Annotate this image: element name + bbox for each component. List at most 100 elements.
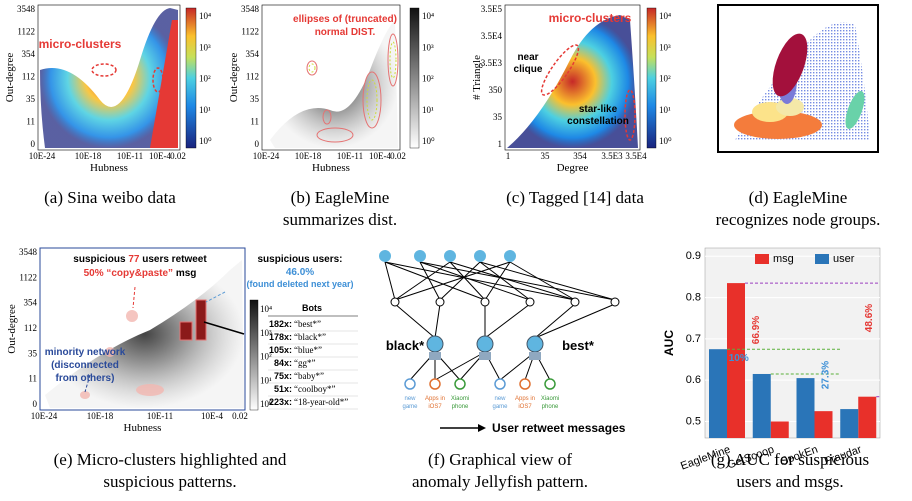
caption: (a) Sina weibo data [44,188,176,207]
caption: recognizes node groups. [716,210,881,229]
y-tick-label: 35 [28,348,38,358]
annotation: ellipses of (truncated) [293,14,397,25]
edge [395,304,435,338]
legend-label: msg [773,253,794,265]
edge [435,352,485,380]
bot-name: “coolboy*” [294,384,335,394]
robot [527,336,543,352]
robot [444,250,456,262]
caption: (e) Micro-clusters highlighted and [54,450,287,469]
robot [504,250,516,262]
colorbar-label: 10⁴ [260,304,272,314]
y-tick-label: 3.5E4 [481,31,503,41]
annotation-part: users retweet [139,254,207,265]
colorbar-label: 10⁰ [659,136,672,146]
bot-name: “gg*” [294,358,316,368]
x-tick-label: 10E-18 [295,151,322,161]
bot-name: “black*” [294,332,326,342]
x-tick-label: 10E-11 [117,151,143,161]
node [526,298,534,306]
bot-name: “best*” [294,319,321,329]
annotation: minority network [45,347,126,358]
edge [535,304,575,338]
caption: users and msgs. [736,472,843,491]
colorbar-label: 10² [199,74,211,84]
caption: anomaly Jellyfish pattern. [412,472,588,491]
table-header: Bots [302,303,322,313]
bar [840,409,858,438]
edge [480,262,530,300]
annotation-part: suspicious [73,254,128,265]
item-label: phone [452,404,469,410]
bot-name: “blue*” [294,345,322,355]
bar [815,411,833,438]
y-tick-label: 1122 [17,27,35,37]
item-label: Apps in [425,396,445,402]
label: best* [562,338,595,353]
bar [771,421,789,438]
caption: (f) Graphical view of [428,450,572,469]
item-label: Xiaomi [451,396,469,402]
edge [485,304,530,338]
robot [414,250,426,262]
caption: summarizes dist. [283,210,397,229]
colorbar-label: 10¹ [260,375,272,385]
x-tick-label: 10E-4 [149,151,171,161]
caption: (d) EagleMine [749,188,848,207]
bar [858,397,876,438]
node [455,379,465,389]
robot [477,336,493,352]
y-tick-label: 11 [28,374,37,384]
node [611,298,619,306]
y-tick-label: 0.8 [686,291,701,303]
annotation: 46.0% [286,267,314,278]
item-label: iOS7 [428,404,442,410]
item-label: game [492,404,508,410]
x-axis-label: Hubness [90,162,128,174]
y-tick-label: 0 [31,139,36,149]
item-label: phone [542,404,559,410]
y-axis-label: Out-degree [6,304,18,354]
x-tick-label: 3.5E3 [601,151,623,161]
item-label: game [402,404,418,410]
x-tick-label: 10E-11 [337,151,363,161]
x-tick-label: 10E-24 [31,411,58,421]
edge [535,304,615,338]
y-tick-label: 11 [26,117,35,127]
bar [753,374,771,438]
bot-name: “baby*” [294,371,324,381]
colorbar-label: 10³ [199,42,211,52]
y-tick-label: 1122 [19,272,37,282]
colorbar-label: 10⁴ [659,11,671,21]
legend-label: user [833,253,855,265]
colorbar-label: 10² [659,74,671,84]
y-tick-label: 354 [246,49,260,59]
robot-body [529,352,541,360]
y-tick-label: 1122 [241,27,259,37]
annotation: from others) [56,373,115,384]
x-tick-label: 0.02 [232,411,248,421]
bot-count: 182x: [269,319,292,329]
colorbar-label: 10¹ [199,105,211,115]
colorbar-label: 10² [422,74,434,84]
item-label: Xiaomi [541,396,559,402]
x-tick-label: 10E-18 [75,151,102,161]
y-axis-label: Out-degree [4,53,16,103]
x-tick-label: 354 [573,151,587,161]
bot-name: “18-year-old*” [294,397,348,407]
x-tick-label: 35 [541,151,551,161]
annotation-part: 50% “copy&paste” [84,268,173,279]
annotation: normal DIST. [315,27,376,38]
annotation: 50% “copy&paste” msg [84,268,197,279]
bot-count: 105x: [269,345,292,355]
x-tick-label: 0.02 [170,151,186,161]
robot [474,250,486,262]
annotation: near [517,52,538,63]
figure: (a) Sina weibo data(b) EagleMinesummariz… [0,0,912,501]
item-label: iOS7 [518,404,532,410]
robot [427,336,443,352]
y-tick-label: 112 [22,72,35,82]
robot-body [479,352,491,360]
y-tick-label: 0.6 [686,374,701,386]
y-axis-label: # Triangle [471,55,483,100]
